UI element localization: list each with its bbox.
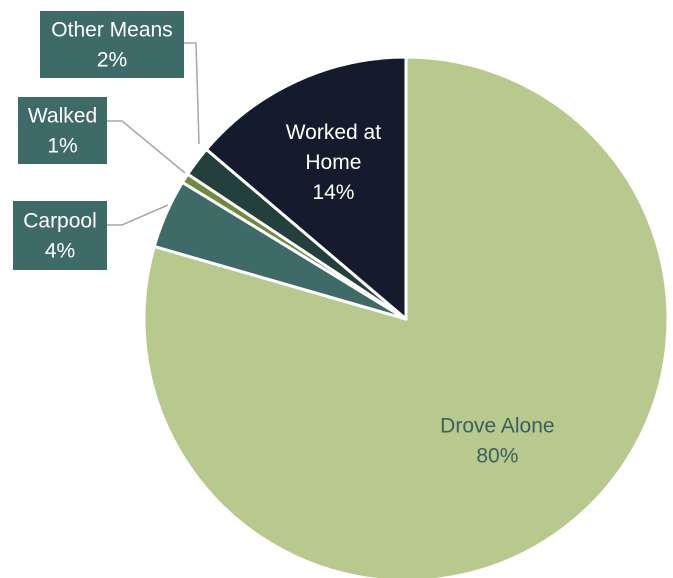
callout-carpool: Carpool 4% [13, 201, 107, 270]
slice-label-drove-alone: Drove Alone 80% [440, 414, 554, 467]
slice-label-worked-at-home: Worked at Home 14% [286, 121, 381, 204]
callout-walked: Walked 1% [18, 97, 107, 164]
callout-box-other-means [40, 11, 184, 78]
slice-label-walked: Walked 1% [28, 105, 97, 158]
slice-label-carpool: Carpool 4% [23, 210, 97, 263]
callout-other-means: Other Means 2% [40, 11, 184, 78]
leader-lines [107, 42, 200, 226]
leader-line-carpool [107, 204, 169, 226]
slice-labels: Drove Alone 80% Carpool 4% Walked 1% Other Mea… [13, 11, 555, 467]
callout-box-carpool [13, 201, 107, 270]
slice-label-other-means: Other Means 2% [51, 19, 172, 72]
slice-drove-alone [142, 55, 670, 578]
callout-box-walked [18, 97, 107, 164]
leader-line-walked [107, 120, 186, 174]
leader-line-other-means [184, 42, 200, 145]
slice-worked-at-home [204, 55, 408, 321]
pie-slices [142, 55, 670, 578]
